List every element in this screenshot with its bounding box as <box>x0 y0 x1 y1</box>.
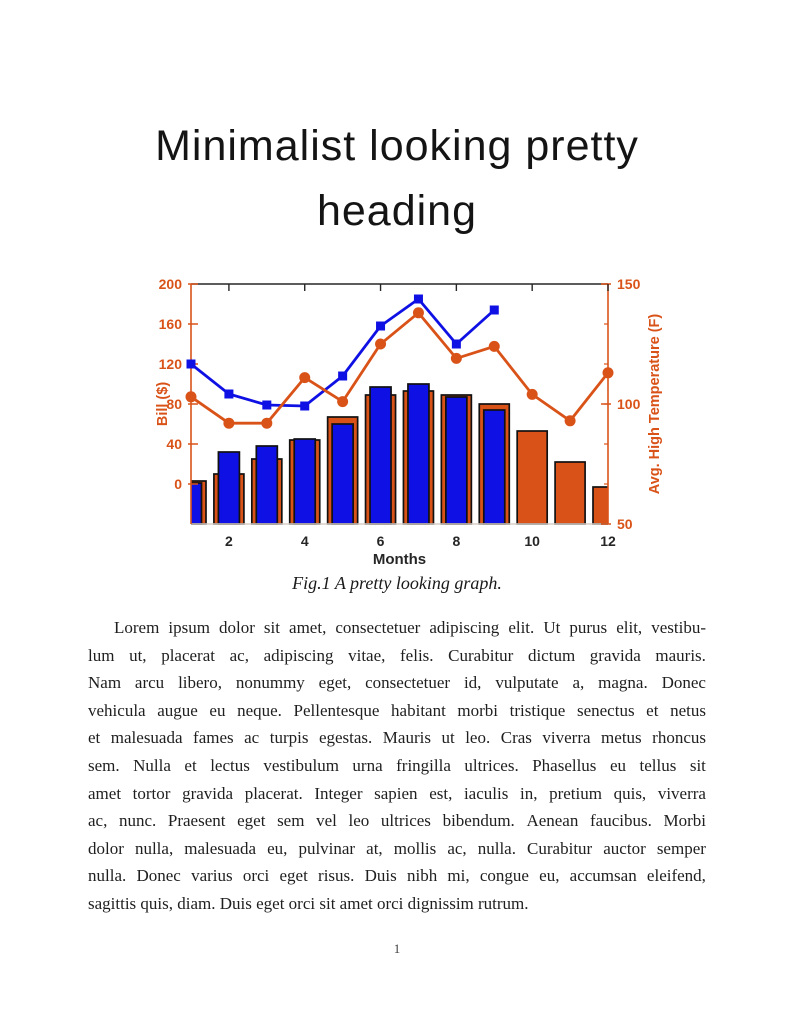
paragraph-line: dolor nulla, malesuada eu, pulvinar at, mollis… <box>88 838 706 858</box>
svg-text:200: 200 <box>159 276 183 292</box>
svg-text:120: 120 <box>159 356 183 372</box>
right-axis-label: Avg. High Temperature (F) <box>647 314 663 495</box>
svg-text:40: 40 <box>166 436 182 452</box>
figure-1: 0 40 80 120 160 200 50 100 150 2 4 6 8 10 12 Months Bill… <box>0 274 794 594</box>
svg-text:6: 6 <box>377 533 385 549</box>
paragraph-line: lum ut, placerat ac, adipiscing vitae, felis. C… <box>88 645 706 665</box>
svg-text:80: 80 <box>166 396 182 412</box>
figure-caption: Fig.1 A pretty looking graph. <box>292 573 502 593</box>
svg-text:160: 160 <box>159 316 183 332</box>
page-number: 1 <box>393 941 401 956</box>
page-title: Minimalist looking pretty heading <box>0 114 794 244</box>
svg-text:12: 12 <box>600 533 616 549</box>
bars-group <box>191 383 608 525</box>
blue-line-square-markers <box>186 294 499 411</box>
svg-text:50: 50 <box>617 516 633 532</box>
svg-text:150: 150 <box>617 276 641 292</box>
paragraph-line: Nam arcu libero, nonummy eget, consectetuer id… <box>88 673 706 693</box>
svg-text:100: 100 <box>617 396 641 412</box>
paragraph-line: nulla. Donec varius orci eget risus. Duis nibh m… <box>88 866 706 886</box>
orange-line-circle-markers <box>185 307 614 429</box>
body-paragraph: Lorem ipsum dolor sit amet, consectetuer adipi… <box>88 614 706 918</box>
paragraph-line: sagittis quis, diam. Duis eget orci sit … <box>88 893 529 913</box>
paragraph-line: sem. Nulla et lectus vestibulum urna fringilla… <box>88 755 706 775</box>
paragraph-line: amet tortor gravida placerat. Integer sapien e… <box>88 783 706 803</box>
page-title-line-1: Minimalist looking pretty <box>155 122 639 170</box>
axes-group: 0 40 80 120 160 200 50 100 150 2 4 6 8 10 12 Months Bill… <box>155 276 663 568</box>
svg-text:2: 2 <box>225 533 233 549</box>
paragraph-line: ac, nunc. Praesent eget sem vel leo ultrices bib… <box>88 811 706 831</box>
svg-text:4: 4 <box>301 533 309 549</box>
svg-text:0: 0 <box>174 476 182 492</box>
svg-text:10: 10 <box>524 533 540 549</box>
paragraph-line: Lorem ipsum dolor sit amet, consectetuer adipi… <box>114 618 706 637</box>
chart-svg: 0 40 80 120 160 200 50 100 150 2 4 6 8 10 12 Months Bill… <box>155 276 663 568</box>
paragraph-line: et malesuada fames ac turpis egestas. Mauris ut… <box>88 728 706 748</box>
left-axis-label: Bill ($) <box>155 382 171 426</box>
x-axis-label: Months <box>373 551 426 564</box>
bill-temperature-chart: 0 40 80 120 160 200 50 100 150 2 4 6 8 10 12 Months Bill… <box>153 274 665 569</box>
svg-text:8: 8 <box>452 533 460 549</box>
page-title-line-2: heading <box>316 187 478 235</box>
paragraph-line: vehicula augue eu neque. Pellentesque habitan… <box>88 700 706 720</box>
